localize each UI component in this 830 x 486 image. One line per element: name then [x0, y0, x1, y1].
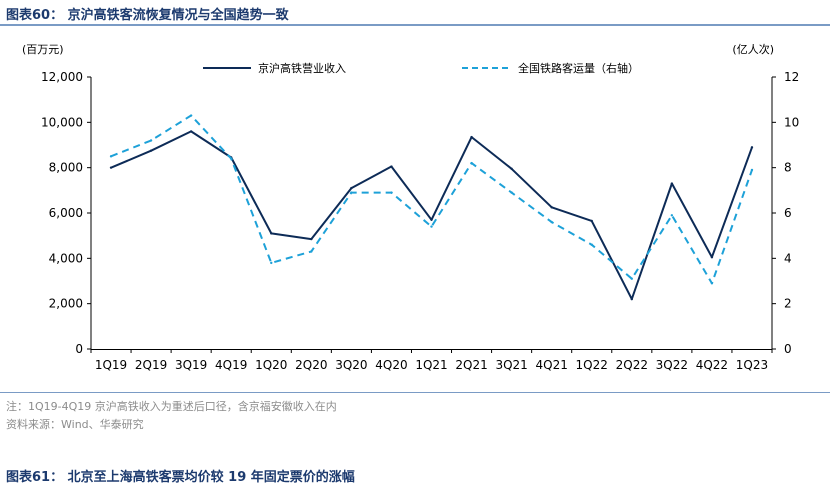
x-tick-label: 1Q23	[736, 358, 768, 372]
x-tick-label: 3Q20	[335, 358, 367, 372]
top-rule	[0, 24, 830, 26]
x-tick-label: 3Q19	[175, 358, 207, 372]
revenue-point	[149, 149, 153, 152]
next-figure-title: 图表61： 北京至上海高铁客票均价较 19 年固定票价的涨幅	[6, 470, 355, 485]
series-line-revenue	[110, 130, 753, 301]
right-tick-label: 6	[784, 206, 792, 220]
x-tick-label: 4Q20	[375, 358, 407, 372]
revenue-point	[270, 232, 273, 235]
revenue-point	[550, 206, 553, 209]
x-tick-label: 1Q20	[255, 358, 287, 372]
left-axis-unit: (百万元)	[22, 43, 64, 56]
right-tick-label: 2	[784, 297, 792, 311]
chart-note: 注：1Q19-4Q19 京沪高铁收入为重述后口径，含京福安徽收入在内	[6, 400, 337, 413]
right-axis-unit: (亿人次)	[732, 42, 774, 56]
x-tick-label: 2Q21	[455, 358, 487, 372]
x-tick-label: 2Q20	[295, 358, 327, 372]
passengers-point	[230, 157, 233, 160]
x-tick-label: 1Q19	[95, 358, 127, 372]
revenue-point	[470, 135, 473, 139]
right-tick-label: 0	[784, 342, 792, 356]
revenue-point	[630, 297, 633, 301]
x-tick-label: 1Q21	[415, 358, 447, 372]
legend: 京沪高铁营业收入 全国铁路客运量（右轴）	[203, 61, 639, 75]
x-tick-label: 4Q21	[535, 358, 567, 372]
passengers-point	[470, 161, 473, 165]
passengers-point	[630, 277, 633, 280]
right-tick-label: 10	[784, 115, 799, 129]
passengers-point	[149, 139, 153, 142]
x-tick-label: 2Q22	[616, 358, 648, 372]
x-tick-label: 3Q22	[656, 358, 688, 372]
revenue-point	[590, 219, 593, 223]
revenue-point	[310, 237, 313, 241]
data-source: 资料来源：Wind、华泰研究	[6, 418, 144, 431]
revenue-point	[670, 182, 674, 185]
revenue-point	[390, 165, 393, 168]
revenue-point	[109, 166, 113, 169]
passengers-point	[670, 214, 674, 217]
x-tick-label: 1Q22	[576, 358, 608, 372]
passengers-point	[590, 243, 593, 246]
revenue-point	[710, 256, 714, 259]
left-tick-label: 4,000	[49, 251, 83, 265]
revenue-point	[750, 146, 754, 149]
passengers-point	[109, 155, 113, 158]
passengers-point	[390, 191, 393, 194]
left-tick-label: 6,000	[49, 206, 83, 220]
bottom-rule	[0, 392, 830, 393]
x-tick-label: 4Q19	[215, 358, 247, 372]
right-tick-label: 8	[784, 161, 792, 175]
passengers-point	[350, 191, 353, 194]
passengers-point	[510, 191, 513, 194]
right-tick-label: 12	[784, 70, 799, 84]
left-tick-label: 0	[75, 342, 83, 356]
x-tick-label: 2Q19	[135, 358, 167, 372]
passengers-point	[750, 168, 754, 172]
left-tick-label: 12,000	[41, 70, 83, 84]
passengers-point	[189, 114, 193, 117]
left-tick-label: 10,000	[41, 115, 83, 129]
figure-title: 图表60： 京沪高铁客流恢复情况与全国趋势一致	[6, 8, 289, 23]
passengers-point	[430, 225, 433, 228]
left-tick-label: 8,000	[49, 161, 83, 175]
legend-label-passengers: 全国铁路客运量（右轴）	[518, 61, 639, 75]
revenue-point	[350, 186, 353, 190]
revenue-point	[430, 218, 433, 221]
revenue-point	[510, 167, 513, 170]
x-tick-label: 4Q22	[696, 358, 728, 372]
passengers-point	[310, 250, 313, 253]
line-chart: (百万元) (亿人次) 0 2,000 4,000 6,000 8,000 10,000 1…	[22, 42, 799, 372]
passengers-point	[710, 282, 714, 285]
legend-label-revenue: 京沪高铁营业收入	[258, 61, 346, 75]
x-tick-label: 3Q21	[495, 358, 527, 372]
right-tick-label: 4	[784, 251, 792, 265]
revenue-point	[189, 130, 193, 133]
left-tick-label: 2,000	[49, 297, 83, 311]
passengers-point	[550, 220, 553, 224]
passengers-point	[270, 261, 273, 265]
